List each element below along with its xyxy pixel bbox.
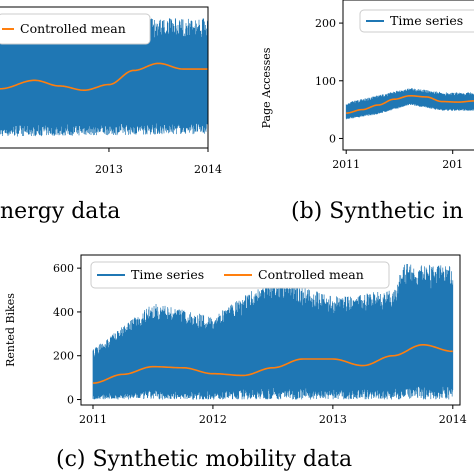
panel-b-legend: Time series [359,9,474,33]
panel-c-ylabel: Rented Bikes [4,293,17,367]
time-series-band [345,88,474,120]
x-tick-label: 2012 [199,413,227,426]
panel-c-legend: Time series Controlled mean [90,261,390,289]
legend-box [359,9,474,33]
legend-label-controlled-mean: Controlled mean [20,21,126,36]
legend-label-time-series: Time series [390,13,463,28]
y-tick-label: 100 [315,75,336,88]
panel-c-frame [80,254,461,406]
y-tick-label: 0 [67,394,74,407]
y-tick-label: 600 [53,262,74,275]
x-tick-label: 2014 [194,163,222,176]
panel-a: 2013 2014 Controlled mean nergy data [0,6,222,224]
x-tick-label: 2014 [439,413,467,426]
x-tick-label: 2011 [79,413,107,426]
y-tick-label: 200 [315,17,336,30]
legend-label-time-series: Time series [131,267,204,282]
x-tick-label: 2013 [95,163,123,176]
time-series-band [92,263,454,400]
x-tick-label: 201 [442,158,463,171]
y-tick-label: 0 [329,132,336,145]
x-tick-label: 2011 [332,158,360,171]
controlled-mean-line [0,62,208,91]
panel-a-frame [0,6,209,149]
panel-b: 2011 201 0 100 200 Page Accesses Time series… [260,0,474,224]
y-tick-label: 200 [53,350,74,363]
y-tick-label: 400 [53,306,74,319]
controlled-mean-line [346,94,474,114]
panel-c-caption: (c) Synthetic mobility data [56,447,352,472]
panel-b-ylabel: Page Accesses [260,47,273,128]
panel-b-frame [342,0,474,151]
legend-box [0,13,151,45]
panel-a-caption: nergy data [0,199,120,224]
legend-label-controlled-mean: Controlled mean [258,267,364,282]
x-tick-label: 2013 [319,413,347,426]
panel-a-legend: Controlled mean [0,13,151,45]
panel-b-caption: (b) Synthetic in [291,199,463,224]
controlled-mean-line [92,343,453,384]
